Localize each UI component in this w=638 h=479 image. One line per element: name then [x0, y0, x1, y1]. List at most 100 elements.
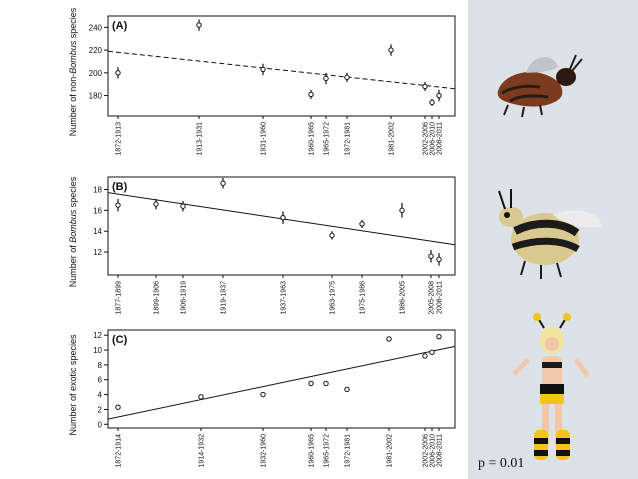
x-tick-label: 2008-2011 — [437, 122, 444, 155]
bee-costume-woman-illustration — [512, 313, 590, 460]
x-tick-label: 1965-1972 — [324, 122, 331, 156]
data-point — [180, 203, 186, 209]
data-point — [329, 232, 335, 239]
data-point — [323, 75, 329, 82]
x-tick-label: 2006-2010 — [430, 122, 437, 156]
y-axis-title-part: Number of — [68, 243, 78, 288]
plot-frame — [107, 15, 456, 117]
x-tick-label: 1981-2002 — [389, 122, 396, 156]
y-tick-label: 0 — [98, 420, 103, 429]
y-tick-label: 4 — [98, 391, 103, 400]
x-tick-label: 1972-1981 — [345, 122, 352, 156]
data-point — [260, 66, 266, 73]
x-tick-label: 2002-2006 — [423, 122, 430, 156]
x-tick-label: 1960-1965 — [309, 122, 316, 156]
y-tick-label: 180 — [89, 92, 103, 101]
data-point — [115, 404, 121, 410]
y-axis-title-part: Bombus — [68, 40, 78, 74]
x-tick-label: 1913-1931 — [197, 122, 204, 156]
data-point — [436, 333, 442, 340]
y-tick-label: 12 — [93, 248, 102, 257]
x-tick-label: 2005-2008 — [429, 281, 436, 315]
x-tick-label: 1906-1919 — [181, 281, 188, 315]
data-point — [308, 91, 314, 98]
x-tick-label: 1972-1981 — [345, 434, 352, 468]
x-tick-label: 1975-1986 — [360, 281, 367, 315]
y-tick-label: 16 — [93, 206, 102, 215]
x-tick-label: 1914-1932 — [199, 434, 206, 468]
panel-label: (C) — [112, 334, 128, 346]
x-tick-label: 1965-1972 — [324, 434, 331, 468]
trend-line — [107, 50, 456, 90]
x-tick-label: 2008-2011 — [437, 434, 444, 467]
y-tick-label: 12 — [93, 331, 102, 340]
data-point — [308, 380, 314, 387]
data-point — [386, 336, 392, 342]
y-axis-title: Number of non-Bombus species — [68, 7, 78, 136]
x-tick-label: 1931-1960 — [261, 122, 268, 156]
y-tick-label: 14 — [93, 227, 102, 236]
y-tick-label: 18 — [93, 186, 102, 195]
data-point — [422, 83, 428, 90]
x-tick-label: 1932-1960 — [261, 434, 268, 468]
y-tick-label: 2 — [98, 405, 103, 414]
y-tick-label: 10 — [93, 346, 102, 355]
x-tick-label: 2002-2006 — [423, 434, 430, 468]
data-point — [280, 214, 286, 221]
y-axis-title-part: Number of exotic species — [68, 334, 78, 436]
x-tick-label: 1937-1963 — [281, 281, 288, 315]
bumblebee-illustration — [498, 189, 602, 279]
figure-panel — [70, 0, 468, 479]
trend-line — [107, 345, 456, 420]
plot-frame — [107, 176, 456, 276]
data-point — [153, 201, 159, 207]
chart-panel-1: (A) 180 200 220 240 Number of non-Bombus spec… — [68, 7, 456, 156]
x-tick-label: 1960-1965 — [309, 434, 316, 468]
x-tick-label: 1963-1975 — [330, 281, 337, 315]
data-point — [428, 253, 434, 259]
data-point — [436, 256, 442, 263]
data-point — [260, 391, 266, 398]
x-tick-label: 1872-1913 — [116, 122, 123, 156]
plot-frame — [107, 329, 456, 429]
data-point — [429, 349, 435, 355]
x-tick-label: 1986-2005 — [400, 281, 407, 315]
x-tick-label: 2006-2010 — [430, 434, 437, 468]
y-tick-label: 8 — [98, 361, 103, 370]
data-point — [198, 394, 204, 400]
data-point — [436, 92, 442, 99]
y-axis-title: Number of Bombus species — [68, 176, 78, 287]
x-tick-label: 1877-1899 — [116, 281, 123, 315]
panel-label: (A) — [112, 20, 128, 32]
data-point — [196, 22, 202, 28]
y-tick-label: 220 — [89, 46, 103, 55]
chart-panel-2: (B) 12 14 16 18 Number of Bombus species 1877-… — [68, 176, 456, 315]
data-point — [115, 70, 121, 76]
x-tick-label: 1919-1937 — [221, 281, 228, 315]
y-tick-label: 200 — [89, 69, 103, 78]
chart-panel-3: (C) 0 2 4 6 8 10 12 Number of exotic species 1872… — [68, 329, 456, 468]
data-point — [323, 380, 329, 387]
x-tick-label: 1899-1906 — [154, 281, 161, 315]
data-point — [115, 202, 121, 208]
y-tick-label: 6 — [98, 376, 103, 385]
x-tick-label: 1981-2002 — [387, 434, 394, 468]
y-axis-title-part: species — [68, 176, 78, 210]
data-point — [399, 207, 405, 214]
data-point — [220, 180, 226, 186]
x-tick-label: 1872-1914 — [116, 434, 123, 468]
data-point — [422, 353, 428, 359]
data-point — [344, 74, 350, 81]
data-point — [359, 221, 365, 227]
panel-label: (B) — [112, 181, 128, 193]
y-axis-title-part: Number of non- — [68, 74, 78, 137]
x-tick-label: 2008-2011 — [437, 281, 444, 314]
y-axis-title-part: Bombus — [68, 209, 78, 243]
y-axis-title-part: species — [68, 7, 78, 41]
data-point — [388, 47, 394, 53]
data-point — [429, 99, 435, 106]
data-point — [344, 386, 350, 393]
y-axis-title: Number of exotic species — [68, 334, 78, 436]
